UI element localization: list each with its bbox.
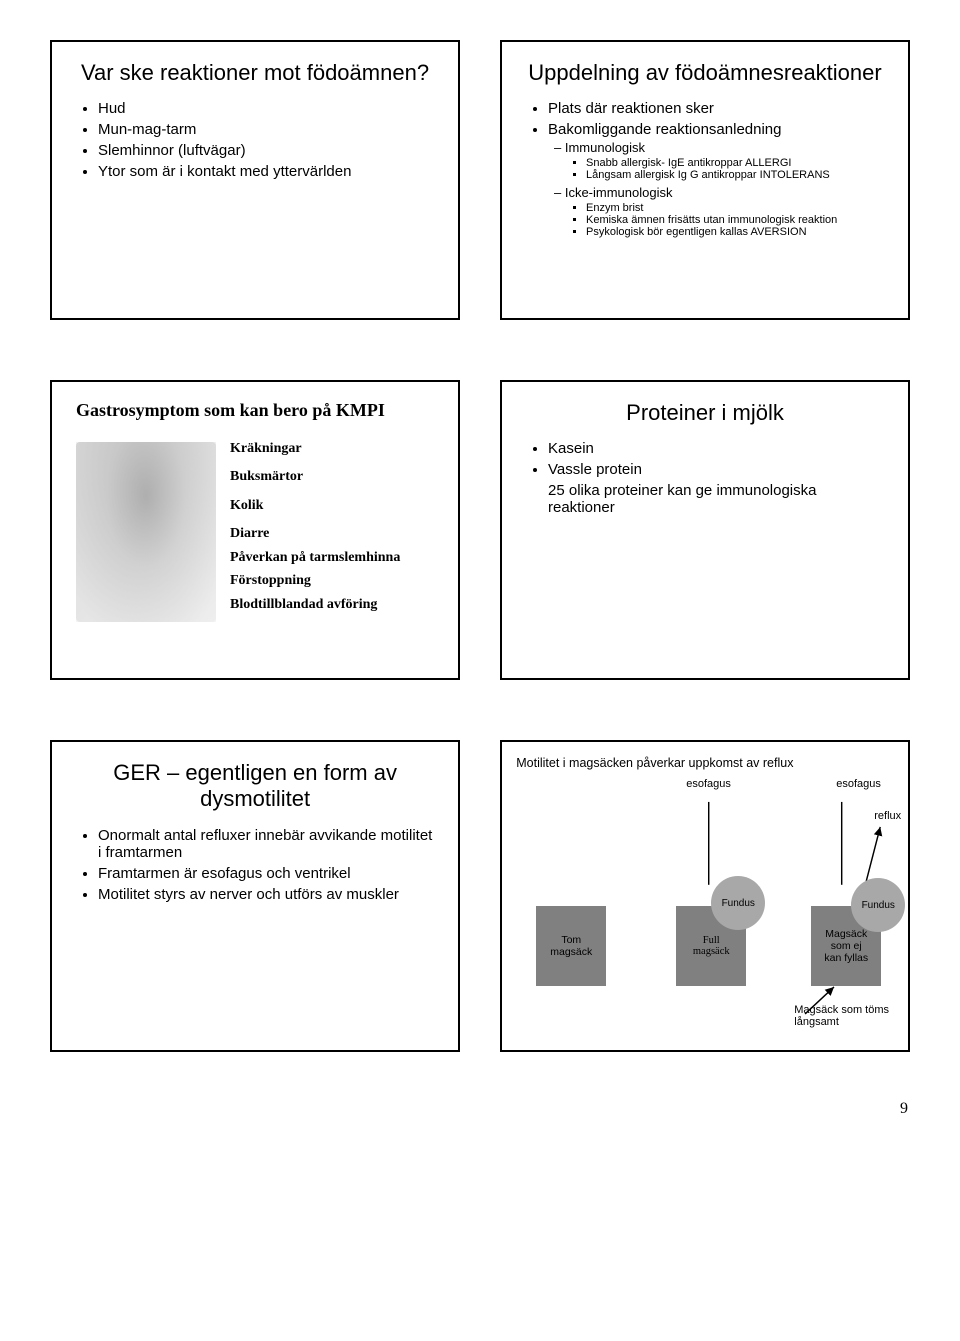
slide4-b1: Kasein	[548, 440, 884, 457]
tom-magsack-box: Tom magsäck	[536, 906, 606, 986]
slide5-b2: Framtarmen är esofagus och ventrikel	[98, 865, 434, 882]
slide-6: Motilitet i magsäcken påverkar uppkomst …	[500, 740, 910, 1052]
slide-1: Var ske reaktioner mot födoämnen? Hud Mu…	[50, 40, 460, 320]
row-3: GER – egentligen en form av dysmotilitet…	[50, 740, 910, 1052]
reflux-label: reflux	[874, 810, 901, 822]
slide3-title: Gastrosymptom som kan bero på KMPI	[76, 400, 434, 422]
slide-2: Uppdelning av födoämnesreaktioner Plats …	[500, 40, 910, 320]
slide-3: Gastrosymptom som kan bero på KMPI Kräkn…	[50, 380, 460, 680]
fundus-circle-2: Fundus	[851, 878, 905, 932]
slide2-b2-text: Bakomliggande reaktionsanledning	[548, 121, 782, 138]
slide4-list: Kasein Vassle protein	[526, 440, 884, 478]
slide2-b2: Bakomliggande reaktionsanledning Immunol…	[548, 121, 884, 238]
slide3-item: Diarre	[230, 521, 400, 548]
slide5-b3: Motilitet styrs av nerver och utförs av …	[98, 886, 434, 903]
slide2-l2b-text: Icke-immunologisk	[565, 185, 673, 200]
slide4-line: 25 olika proteiner kan ge immunologiska …	[526, 482, 884, 516]
slide6-diagram: esofagus esofagus reflux Tom magsäck Ful…	[516, 776, 894, 1036]
slide2-l3b1: Enzym brist	[586, 202, 884, 214]
page: Var ske reaktioner mot födoämnen? Hud Mu…	[0, 0, 960, 1142]
slide5-b1: Onormalt antal refluxer innebär avvikand…	[98, 827, 434, 861]
slide2-l2a-text: Immunologisk	[565, 140, 645, 155]
full-line2: magsäck	[676, 946, 746, 957]
esofagus-label-1: esofagus	[686, 778, 731, 790]
slide6-title: Motilitet i magsäcken påverkar uppkomst …	[516, 756, 894, 770]
slide2-l3b2: Kemiska ämnen frisätts utan immunologisk…	[586, 214, 884, 226]
slide2-l3b3: Psykologisk bör egentligen kallas AVERSI…	[586, 226, 884, 238]
slide4-b2: Vassle protein	[548, 461, 884, 478]
slide3-item: Kräkningar	[230, 436, 400, 463]
row-1: Var ske reaktioner mot födoämnen? Hud Mu…	[50, 40, 910, 320]
slide3-list: Kräkningar Buksmärtor Kolik Diarre Påver…	[230, 436, 400, 622]
fundus-label-2: Fundus	[862, 900, 895, 911]
slide1-title: Var ske reaktioner mot födoämnen?	[76, 60, 434, 86]
slide1-item: Slemhinnor (luftvägar)	[98, 142, 434, 159]
slide1-item: Ytor som är i kontakt med yttervärlden	[98, 163, 434, 180]
fundus-circle-1: Fundus	[711, 876, 765, 930]
full-line1: Full	[676, 935, 746, 946]
slide1-item: Mun-mag-tarm	[98, 121, 434, 138]
page-number: 9	[900, 1100, 908, 1118]
slide1-list: Hud Mun-mag-tarm Slemhinnor (luftvägar) …	[76, 100, 434, 180]
slide3-item: Blodtillblandad avföring	[230, 597, 400, 613]
slow-empty-label: Magsäck som töms långsamt	[794, 1004, 904, 1028]
fundus-label-1: Fundus	[722, 898, 755, 909]
esofagus-label-2: esofagus	[836, 778, 881, 790]
slide3-item: Kolik	[230, 493, 400, 520]
slide2-l3a1: Snabb allergisk- IgE antikroppar ALLERGI	[586, 157, 884, 169]
slide5-title: GER – egentligen en form av dysmotilitet	[76, 760, 434, 813]
baby-image-placeholder	[76, 442, 216, 622]
slide3-item: Buksmärtor	[230, 464, 400, 491]
slide2-title: Uppdelning av födoämnesreaktioner	[526, 60, 884, 86]
tom-line1: Tom	[536, 934, 606, 946]
slide2-b1: Plats där reaktionen sker	[548, 100, 884, 117]
slide2-l2a: Immunologisk Snabb allergisk- IgE antikr…	[568, 140, 884, 181]
ej-line3: kan fyllas	[811, 952, 881, 964]
slide-5: GER – egentligen en form av dysmotilitet…	[50, 740, 460, 1052]
slide1-item: Hud	[98, 100, 434, 117]
slide3-item: Påverkan på tarmslemhinna	[230, 550, 400, 566]
row-2: Gastrosymptom som kan bero på KMPI Kräkn…	[50, 380, 910, 680]
slide3-body: Kräkningar Buksmärtor Kolik Diarre Påver…	[76, 436, 434, 622]
slide4-title: Proteiner i mjölk	[526, 400, 884, 426]
slide3-item: Förstoppning	[230, 568, 400, 595]
slide2-list: Plats där reaktionen sker Bakomliggande …	[526, 100, 884, 238]
slide5-list: Onormalt antal refluxer innebär avvikand…	[76, 827, 434, 903]
ej-line2: som ej	[811, 940, 881, 952]
slide2-l2b: Icke-immunologisk Enzym brist Kemiska äm…	[568, 185, 884, 238]
slide-4: Proteiner i mjölk Kasein Vassle protein …	[500, 380, 910, 680]
tom-line2: magsäck	[536, 946, 606, 958]
slide2-l3a2: Långsam allergisk Ig G antikroppar INTOL…	[586, 169, 884, 181]
